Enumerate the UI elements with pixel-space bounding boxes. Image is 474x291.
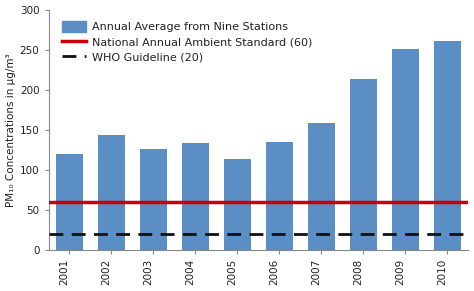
Bar (224, 159, 251, 250)
Legend: Annual Average from Nine Stations, National Annual Ambient Standard (60), WHO Gu: Annual Average from Nine Stations, Natio… (58, 17, 315, 66)
Bar (266, 142, 293, 250)
Bar (56, 154, 83, 250)
Bar (350, 79, 377, 250)
Bar (98, 136, 125, 250)
Bar (308, 123, 335, 250)
Bar (392, 49, 419, 250)
Bar (140, 149, 167, 250)
Bar (434, 41, 461, 250)
Y-axis label: PM₁₀ Concentrations in μg/m³: PM₁₀ Concentrations in μg/m³ (6, 53, 16, 207)
Bar (182, 143, 209, 250)
